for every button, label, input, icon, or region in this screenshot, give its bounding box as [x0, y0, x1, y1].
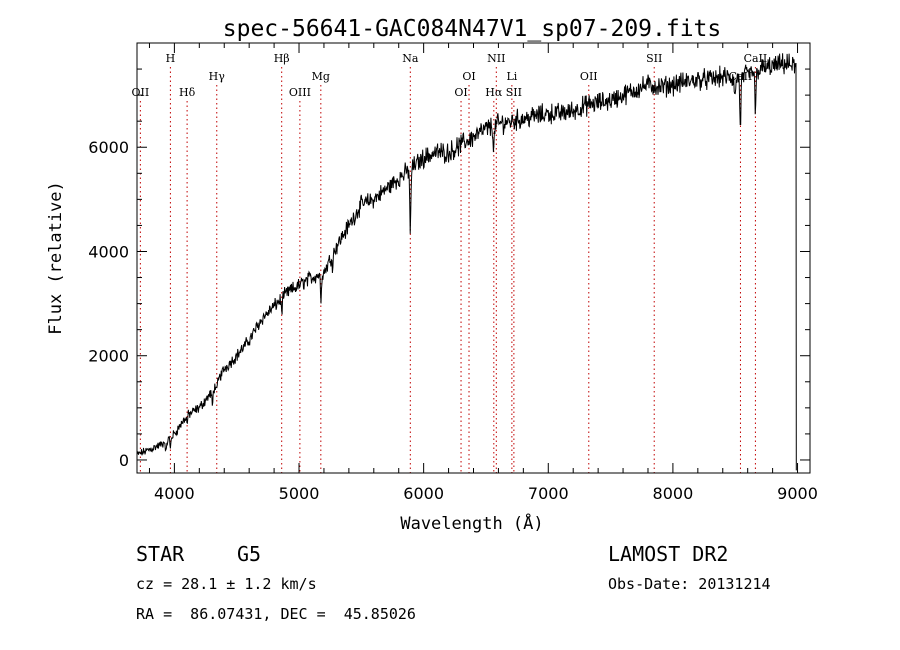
marker-label-0: OII	[132, 86, 150, 99]
x-tick-label-5000: 5000	[279, 484, 320, 503]
marker-label-12: Li	[506, 70, 517, 83]
plot-frame	[136, 42, 811, 474]
survey-name: LAMOST DR2	[608, 542, 729, 566]
chart-title: spec-56641-GAC084N47V1_sp07-209.fits	[223, 16, 722, 42]
y-tick-label-2000: 2000	[88, 347, 129, 366]
x-tick-label-6000: 6000	[403, 484, 444, 503]
x-tick-label-8000: 8000	[653, 484, 694, 503]
coordinates: RA = 86.07431, DEC = 45.85026	[136, 605, 416, 623]
object-type: STAR	[136, 542, 185, 566]
y-tick-label-0: 0	[119, 451, 129, 470]
axes: 4000 5000 6000 7000 8000 9000 0 2000 4000 6000	[88, 43, 818, 503]
marker-label-5: OIII	[289, 86, 311, 99]
x-tick-label-9000: 9000	[777, 484, 818, 503]
marker-label-17: CaII	[744, 52, 768, 65]
marker-label-2: Hδ	[179, 86, 196, 99]
spectrum-layer	[136, 53, 797, 471]
marker-label-6: Mg	[312, 70, 330, 83]
spectrum-line	[136, 53, 797, 471]
y-tick-label-6000: 6000	[88, 138, 129, 157]
marker-label-4: Hβ	[274, 52, 290, 65]
marker-label-3: Hγ	[209, 70, 226, 83]
redshift-readout: cz = 28.1 ± 1.2 km/s	[136, 575, 317, 593]
y-axis-label: Flux (relative)	[46, 181, 66, 335]
marker-label-11: Hα	[485, 86, 503, 99]
x-tick-label-7000: 7000	[528, 484, 569, 503]
marker-label-16: CaII	[729, 70, 753, 83]
y-tick-label-4000: 4000	[88, 242, 129, 261]
obs-date: Obs-Date: 20131214	[608, 575, 771, 593]
marker-label-1: H	[166, 52, 176, 65]
marker-label-15: SII	[646, 52, 662, 65]
x-tick-label-4000: 4000	[154, 484, 195, 503]
marker-label-13: SII	[506, 86, 522, 99]
marker-label-8: OI	[454, 86, 467, 99]
marker-label-14: OII	[580, 70, 598, 83]
x-axis-label: Wavelength (Å)	[400, 512, 543, 534]
subclass: G5	[237, 542, 262, 566]
marker-label-10: NII	[487, 52, 505, 65]
marker-label-9: OI	[462, 70, 475, 83]
marker-label-7: Na	[402, 52, 419, 65]
